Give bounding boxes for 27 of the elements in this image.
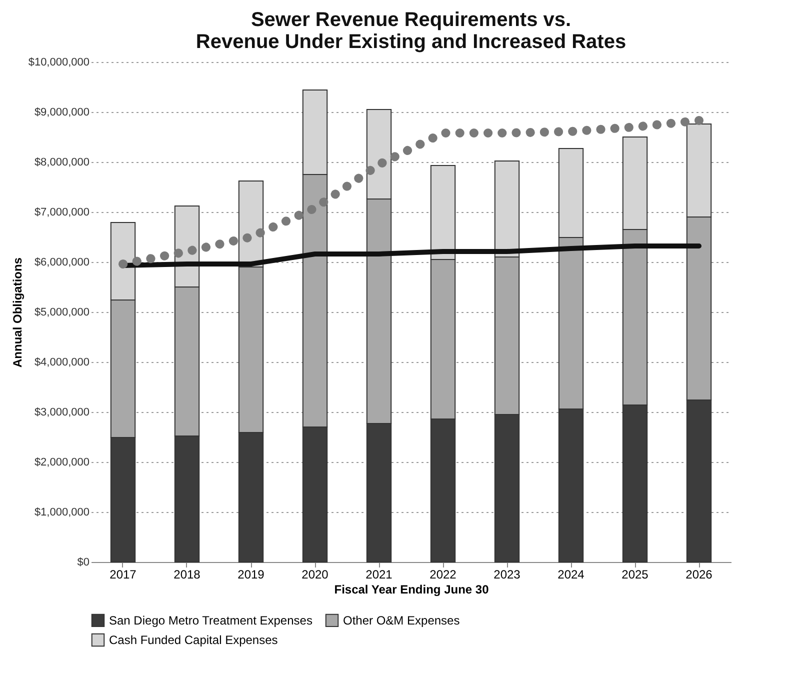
legend-label: Cash Funded Capital Expenses <box>109 633 278 647</box>
x-axis-title: Fiscal Year Ending June 30 <box>334 582 490 596</box>
y-tick-label: $2,000,000 <box>34 456 90 468</box>
x-tick-label: 2025 <box>622 568 649 582</box>
y-tick-label: $4,000,000 <box>34 356 90 368</box>
x-tick-label: 2026 <box>686 568 713 582</box>
legend-label: Other O&M Expenses <box>343 613 460 628</box>
x-tick-label: 2022 <box>430 568 457 582</box>
x-tick-label: 2020 <box>302 568 329 582</box>
y-tick-label: $7,000,000 <box>34 206 90 218</box>
x-tick-label: 2021 <box>366 568 393 582</box>
legend-label: San Diego Metro Treatment Expenses <box>109 613 312 628</box>
y-tick-label: $10,000,000 <box>28 56 90 68</box>
x-tick-label: 2024 <box>558 568 585 582</box>
y-tick-label: $1,000,000 <box>34 506 90 518</box>
y-tick-label: $8,000,000 <box>34 156 90 168</box>
y-tick-label: $6,000,000 <box>34 256 90 268</box>
y-axis-title: Annual Obligations <box>10 257 24 368</box>
y-tick-label: $3,000,000 <box>34 406 90 418</box>
y-tick-label: $9,000,000 <box>34 106 90 118</box>
y-tick-label: $5,000,000 <box>34 306 90 318</box>
x-tick-label: 2019 <box>238 568 265 582</box>
x-tick-label: 2023 <box>494 568 521 582</box>
y-tick-label: $0 <box>77 556 90 568</box>
x-tick-label: 2018 <box>174 568 201 582</box>
chart-title: Sewer Revenue Requirements vs. Revenue Under Existing and Increased Rates <box>196 9 626 53</box>
x-tick-label: 2017 <box>110 568 137 582</box>
